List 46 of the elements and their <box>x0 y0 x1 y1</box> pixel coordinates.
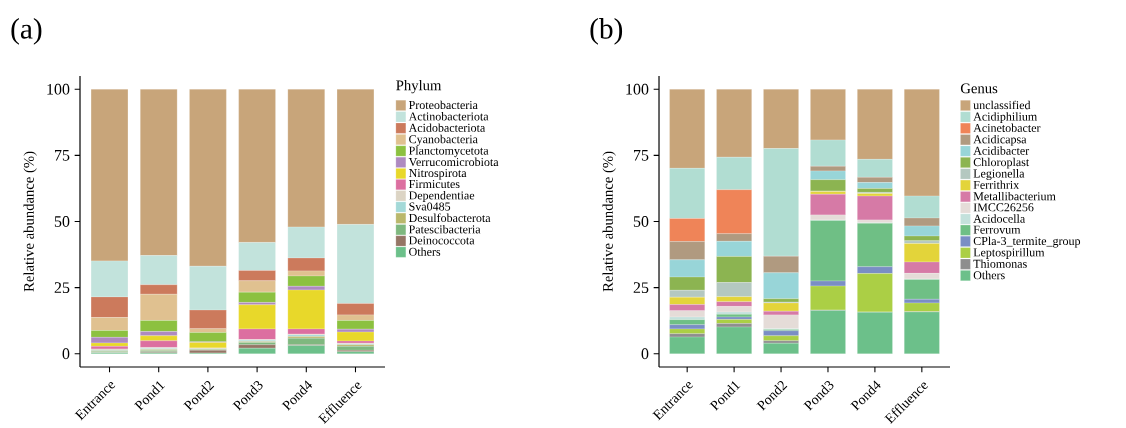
y-tick-label: 75 <box>55 150 70 161</box>
legend-label: Actinobacteriota <box>408 112 489 121</box>
legend-label: Acidicapsa <box>973 134 1027 146</box>
text: (b) <box>590 18 623 45</box>
legend-label: Verrucomicrobiota <box>408 157 499 167</box>
legend-label: Deinococcota <box>408 236 475 245</box>
y-axis-title: Relative abundance (%) <box>602 151 616 292</box>
legend-label: Nitrospirota <box>408 168 467 180</box>
legend-label: Acinetobacter <box>973 123 1041 132</box>
legend-label: Acidobacteriota <box>408 123 486 132</box>
legend-label: Chloroplast <box>973 157 1030 169</box>
legend-label: Ferrovum <box>973 225 1021 234</box>
legend-label: Legionella <box>973 169 1025 181</box>
legend-label: Proteobacteria <box>408 100 478 110</box>
legend-label: Thiomonas <box>973 259 1027 268</box>
legend-label: Acidocella <box>973 214 1026 223</box>
legend-label: Others <box>409 247 441 256</box>
legend-label: Desulfobacterota <box>408 213 491 223</box>
legend-label: Ferrithrix <box>973 180 1020 189</box>
legend-label: CPla-3_termite_group <box>973 236 1081 248</box>
legend-title: Phylum <box>396 79 442 94</box>
y-axis-title: Relative abundance (%) <box>23 151 37 292</box>
legend-label: Acidiphilium <box>973 112 1038 124</box>
legend-label: IMCC26256 <box>973 203 1034 212</box>
legend-label: Metallibacterium <box>973 191 1056 201</box>
legend-label: Leptospirillum <box>973 248 1045 259</box>
y-tick-label: 0 <box>641 348 649 360</box>
y-tick-label: 75 <box>634 150 649 161</box>
legend-label: Sva0485 <box>409 202 451 211</box>
legend-label: Firmicutes <box>408 180 460 189</box>
y-tick-label: 50 <box>54 216 70 227</box>
legend-label: unclassified <box>973 100 1031 110</box>
y-tick-label: 25 <box>633 282 649 293</box>
legend-label: Patescibacteria <box>408 224 481 234</box>
y-tick-label: 100 <box>626 83 649 95</box>
legend-label: Acidibacter <box>973 146 1030 155</box>
legend-title: Genus <box>960 83 998 94</box>
legend-label: Others <box>973 270 1005 280</box>
y-tick-label: 25 <box>54 282 70 293</box>
y-tick-label: 50 <box>633 216 649 227</box>
y-tick-label: 0 <box>62 348 70 360</box>
text: (a) <box>11 18 42 45</box>
legend-label: Dependentiae <box>408 191 475 202</box>
legend-label: Planctomycetota <box>408 146 489 158</box>
y-tick-label: 100 <box>47 83 70 95</box>
legend-label: Cyanobacteria <box>409 134 478 146</box>
